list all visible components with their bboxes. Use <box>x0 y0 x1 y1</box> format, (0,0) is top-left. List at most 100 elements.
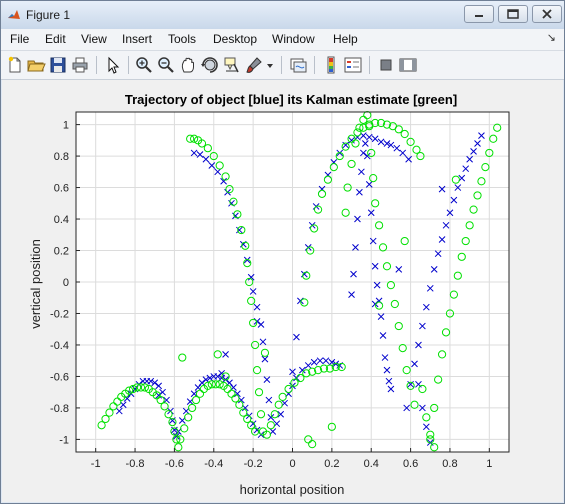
kalman-estimate-circle-marker <box>325 364 334 373</box>
pan-icon[interactable] <box>178 55 198 75</box>
kalman-estimate-circle-marker <box>319 364 329 373</box>
minimize-icon <box>475 15 483 17</box>
toolbar-separator <box>281 56 282 74</box>
kalman-estimate-circle-marker <box>485 148 494 158</box>
grid <box>76 112 509 452</box>
menu-insert[interactable]: Insert <box>122 32 153 46</box>
kalman-estimate-circle-marker <box>406 137 415 147</box>
axes: -1 -0.8 -0.6 -0.4 -0.2 0 0.2 0.4 0.6 0.8 1 -1 -0.8 -0… <box>50 111 510 470</box>
kalman-estimate-circle-marker <box>241 241 250 250</box>
kalman-estimate-circle-marker <box>371 199 380 208</box>
print-icon[interactable] <box>70 55 90 75</box>
menu-window[interactable]: Window <box>272 32 315 46</box>
kalman-estimate-circle-marker <box>313 366 323 375</box>
y-tick-label: -0.8 <box>50 403 69 415</box>
kalman-estimate-circle-marker <box>449 290 458 299</box>
menu-edit[interactable]: Edit <box>45 32 66 46</box>
kalman-estimate-circle-marker <box>426 435 435 444</box>
kalman-estimate-circle-marker <box>125 386 134 395</box>
trajectory-x-marker <box>234 390 241 398</box>
insert-colorbar-icon[interactable] <box>321 55 341 75</box>
trajectory-x-marker <box>354 215 361 223</box>
axis-ticks: -1 -0.8 -0.6 -0.4 -0.2 0 0.2 0.4 0.6 0.8 1 -1 -0.8 -0… <box>50 120 492 470</box>
kalman-estimate-circle-marker <box>231 394 240 403</box>
y-tick-label: 0.6 <box>54 183 69 195</box>
trajectory-x-marker <box>360 149 367 157</box>
kalman-estimate-circle-marker <box>441 328 451 337</box>
trajectory-x-marker <box>426 284 434 292</box>
kalman-estimate-circle-marker <box>213 350 222 359</box>
kalman-estimate-circle-marker <box>290 378 299 387</box>
trajectory-x-marker <box>202 376 210 383</box>
trajectory-x-marker <box>446 209 454 217</box>
kalman-estimate-circle-marker <box>327 422 336 431</box>
kalman-estimate-circle-marker <box>375 301 384 310</box>
kalman-estimate-circle-marker <box>430 443 439 452</box>
kalman-estimate-circle-marker <box>469 205 478 214</box>
insert-legend-icon[interactable] <box>343 55 363 75</box>
kalman-estimate-circle-marker <box>341 142 350 151</box>
kalman-estimate-circle-marker <box>251 427 260 436</box>
brush-dropdown-icon[interactable] <box>264 55 276 75</box>
trajectory-x-marker <box>462 165 470 173</box>
kalman-estimate-circle-marker <box>426 430 435 439</box>
kalman-estimate-circle-marker <box>351 139 360 148</box>
trajectory-x-marker <box>466 155 473 163</box>
x-axis-label: horizontal position <box>240 482 345 497</box>
kalman-estimate-circle-marker <box>207 380 216 389</box>
kalman-estimate-circle-marker <box>197 139 207 148</box>
trajectory-x-marker <box>377 138 385 146</box>
trajectory-x-marker <box>474 140 481 147</box>
kalman-estimate-circle-marker <box>422 413 431 422</box>
open-file-icon[interactable] <box>26 55 46 75</box>
kalman-estimate-circle-marker <box>156 395 165 405</box>
trajectory-x-marker <box>214 373 222 380</box>
save-icon[interactable] <box>48 55 68 75</box>
new-figure-icon[interactable] <box>5 55 25 75</box>
trajectory-x-marker <box>267 414 275 421</box>
kalman-estimate-circle-marker <box>317 189 327 198</box>
kalman-estimate-circle-marker <box>477 177 486 186</box>
menu-view[interactable]: View <box>81 32 107 46</box>
kalman-estimate-circle-marker <box>274 400 283 409</box>
menu-tools[interactable]: Tools <box>168 32 197 46</box>
y-tick-label: -0.4 <box>50 340 69 352</box>
trajectory-x-marker <box>155 382 163 390</box>
trajectory-x-marker <box>387 141 395 149</box>
kalman-estimate-circle-marker <box>237 225 246 235</box>
trajectory-x-marker <box>385 377 393 385</box>
menu-overflow-arrow-icon[interactable]: ↘ <box>546 32 556 44</box>
toolbar-separator <box>96 56 97 74</box>
trajectory-x-marker <box>236 226 243 234</box>
trajectory-x-marker <box>190 149 198 157</box>
data-cursor-icon[interactable] <box>222 55 242 75</box>
maximize-button[interactable] <box>498 5 528 23</box>
menu-help[interactable]: Help <box>333 32 358 46</box>
pointer-icon[interactable] <box>103 55 123 75</box>
scatter-plot[interactable]: Trajectory of object [blue] its Kalman e… <box>2 80 563 502</box>
minimize-button[interactable] <box>464 5 494 23</box>
trajectory-x-marker <box>222 351 229 358</box>
link-plot-icon[interactable] <box>288 55 308 75</box>
kalman-estimate-circle-marker <box>254 388 264 397</box>
window-title: Figure 1 <box>26 8 71 22</box>
close-button[interactable] <box>532 5 562 23</box>
show-plot-tools-icon[interactable] <box>398 55 418 75</box>
zoom-in-icon[interactable] <box>134 55 154 75</box>
y-tick-label: -0.6 <box>50 371 69 383</box>
trajectory-x-marker <box>403 404 411 412</box>
trajectory-x-marker <box>422 303 430 311</box>
rotate-3d-icon[interactable] <box>200 55 220 75</box>
zoom-out-icon[interactable] <box>156 55 176 75</box>
brush-icon[interactable] <box>244 55 264 75</box>
kalman-estimate-circle-marker <box>140 383 149 392</box>
menu-file[interactable]: File <box>10 32 30 46</box>
kalman-estimate-circle-marker <box>172 435 181 444</box>
kalman-estimate-circle-marker <box>457 252 466 261</box>
hide-plot-tools-icon[interactable] <box>376 55 396 75</box>
trajectory-x-marker <box>371 135 379 143</box>
trajectory-x-marker <box>450 196 458 204</box>
title-bar[interactable]: Figure 1 <box>1 1 564 29</box>
menu-desktop[interactable]: Desktop <box>213 32 258 46</box>
kalman-estimate-circle-marker <box>382 262 392 271</box>
